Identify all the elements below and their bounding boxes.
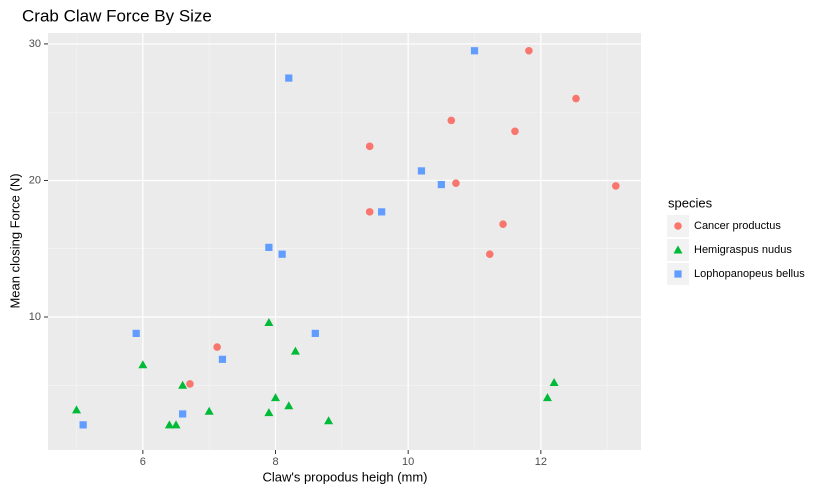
y-axis-label: Mean closing Force (N) <box>7 173 22 308</box>
y-tick-label: 30 <box>29 38 41 50</box>
x-tick-label: 6 <box>140 456 146 468</box>
data-point <box>378 208 386 216</box>
data-point <box>285 74 293 82</box>
data-point <box>499 220 507 228</box>
data-point <box>79 421 87 429</box>
legend-symbol <box>674 270 682 278</box>
data-point <box>437 180 445 189</box>
data-point <box>311 329 319 337</box>
data-point <box>264 317 274 326</box>
legend-label: Cancer productus <box>694 220 781 232</box>
data-point <box>164 420 174 429</box>
data-point <box>549 378 559 387</box>
legend-label: Lophopanopeus bellus <box>694 268 805 280</box>
data-point <box>485 250 494 258</box>
data-point <box>132 329 140 337</box>
x-tick-label: 10 <box>402 456 414 468</box>
data-point <box>452 179 460 187</box>
data-point <box>365 208 374 216</box>
data-point <box>572 94 580 103</box>
data-point <box>278 250 286 258</box>
data-point <box>204 406 214 415</box>
data-point <box>72 405 82 414</box>
data-point <box>186 380 194 388</box>
data-point <box>178 380 188 389</box>
data-point <box>365 142 374 151</box>
legend-symbol <box>673 245 683 254</box>
data-point <box>417 167 426 175</box>
plot-panel <box>48 33 641 450</box>
data-point <box>264 408 274 417</box>
data-point <box>265 243 273 251</box>
data-point <box>138 360 148 369</box>
data-point <box>284 401 294 410</box>
data-point <box>218 355 227 363</box>
data-point <box>511 127 519 136</box>
legend-title: species <box>668 195 713 210</box>
data-point <box>271 393 281 402</box>
data-point <box>542 393 552 402</box>
x-axis-label: Claw's propodus heigh (mm) <box>262 469 427 484</box>
data-point <box>171 420 181 429</box>
data-point <box>611 182 620 190</box>
data-point <box>179 410 187 418</box>
data-point <box>447 116 456 125</box>
data-point <box>470 47 479 55</box>
legend-label: Hemigraspus nudus <box>694 244 792 256</box>
data-point <box>324 416 334 425</box>
legend-symbol <box>674 222 682 230</box>
data-point <box>525 46 533 55</box>
data-point <box>213 343 221 351</box>
data-point <box>290 346 300 355</box>
y-tick-label: 20 <box>29 174 41 186</box>
x-tick-label: 12 <box>535 456 547 468</box>
y-tick-label: 10 <box>29 311 41 323</box>
chart-title: Crab Claw Force By Size <box>22 6 212 25</box>
x-tick-label: 8 <box>272 456 278 468</box>
